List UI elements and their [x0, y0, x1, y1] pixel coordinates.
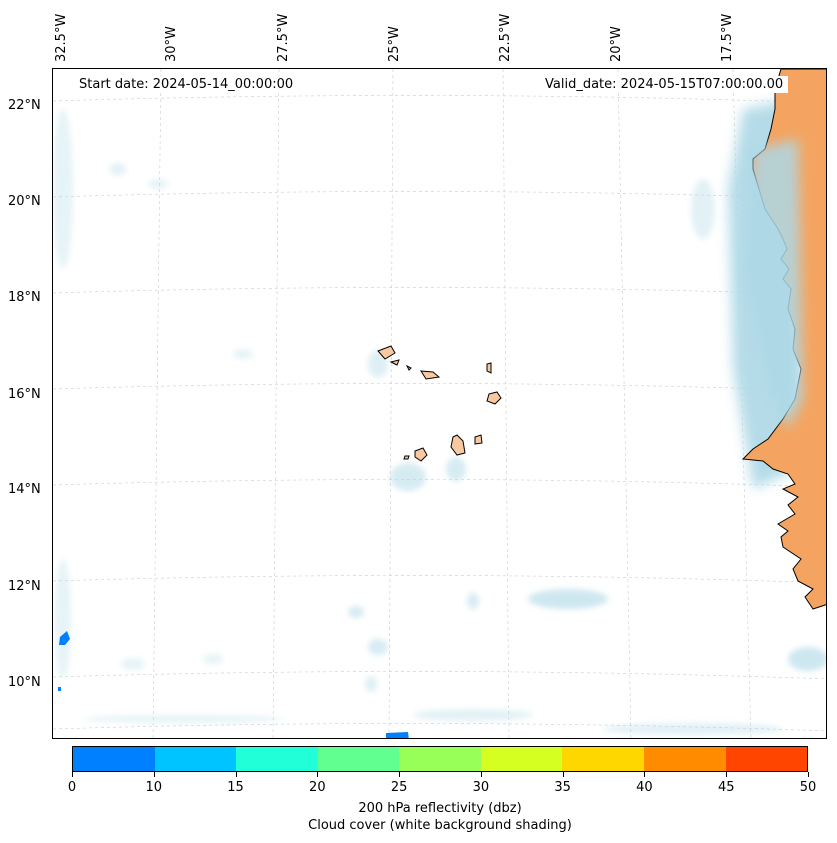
- cape-verde-islands: [377, 345, 502, 462]
- lat-label-12n: 12°N: [8, 579, 41, 594]
- colorbar-tick-mark-8: [726, 772, 728, 777]
- colorbar-segment-1: [154, 747, 237, 771]
- colorbar-tick-label-7: 40: [636, 780, 653, 795]
- colorbar-tick-label-9: 50: [799, 780, 817, 795]
- colorbar-segment-3: [317, 747, 400, 771]
- coastal-cloud: [743, 139, 803, 429]
- map-canvas: [53, 69, 826, 738]
- colorbar-segment-7: [643, 747, 726, 771]
- lat-label-20n: 20°N: [8, 194, 41, 209]
- lat-label-10n: 10°N: [8, 675, 41, 690]
- lat-label-18n: 18°N: [8, 290, 41, 305]
- colorbar-segment-4: [399, 747, 481, 771]
- cloud-cover: [53, 99, 826, 735]
- colorbar-segment-6: [562, 747, 644, 771]
- colorbar-tick-label-0: 0: [67, 780, 77, 795]
- colorbar-tick-label-6: 35: [554, 780, 571, 795]
- lat-label-22n: 22°N: [8, 98, 41, 113]
- colorbar-label-line1: 200 hPa reflectivity (dbz): [358, 801, 522, 816]
- colorbar-tick-label-1: 10: [145, 780, 163, 795]
- colorbar-tick-mark-9: [808, 772, 809, 777]
- start-date-box: Start date: 2024-05-14_00:00:00: [74, 76, 299, 93]
- colorbar-tick-mark-2: [235, 772, 237, 777]
- colorbar-tick-mark-4: [399, 772, 401, 777]
- colorbar-segment-2: [236, 747, 318, 771]
- map-panel: [52, 68, 827, 739]
- colorbar-tick-label-3: 20: [309, 780, 326, 795]
- colorbar-tick-label-5: 30: [472, 780, 490, 795]
- lat-label-16n: 16°N: [8, 387, 41, 402]
- lon-label-22-5w: 22.5°W: [498, 13, 513, 62]
- lon-label-32-5w: 32.5°W: [54, 13, 69, 62]
- colorbar-tick-mark-6: [562, 772, 564, 777]
- graticule: [53, 69, 826, 738]
- colorbar-tick-label-8: 45: [717, 780, 735, 795]
- colorbar-tick-label-4: 25: [390, 780, 408, 795]
- valid-date-box: Valid_date: 2024-05-15T07:00:00.00: [540, 76, 789, 93]
- colorbar-tick-mark-0: [72, 772, 73, 777]
- reflectivity-cells: [58, 631, 409, 738]
- lon-label-25w: 25°W: [387, 26, 402, 62]
- lon-label-27-5w: 27.5°W: [276, 13, 291, 62]
- colorbar-segment-0: [73, 747, 155, 771]
- colorbar-segment-8: [725, 747, 808, 771]
- lon-label-30w: 30°W: [164, 26, 179, 62]
- colorbar-segment-5: [480, 747, 563, 771]
- lon-label-20w: 20°W: [609, 26, 624, 62]
- lat-label-14n: 14°N: [8, 482, 41, 497]
- colorbar-tick-label-2: 15: [227, 780, 244, 795]
- colorbar-tick-mark-5: [480, 772, 482, 777]
- colorbar-label-line2: Cloud cover (white background shading): [308, 818, 572, 833]
- lon-label-17-5w: 17.5°W: [720, 13, 735, 62]
- colorbar-tick-mark-1: [153, 772, 155, 777]
- colorbar-tick-mark-7: [644, 772, 646, 777]
- colorbar: [72, 746, 808, 772]
- colorbar-tick-mark-3: [317, 772, 319, 777]
